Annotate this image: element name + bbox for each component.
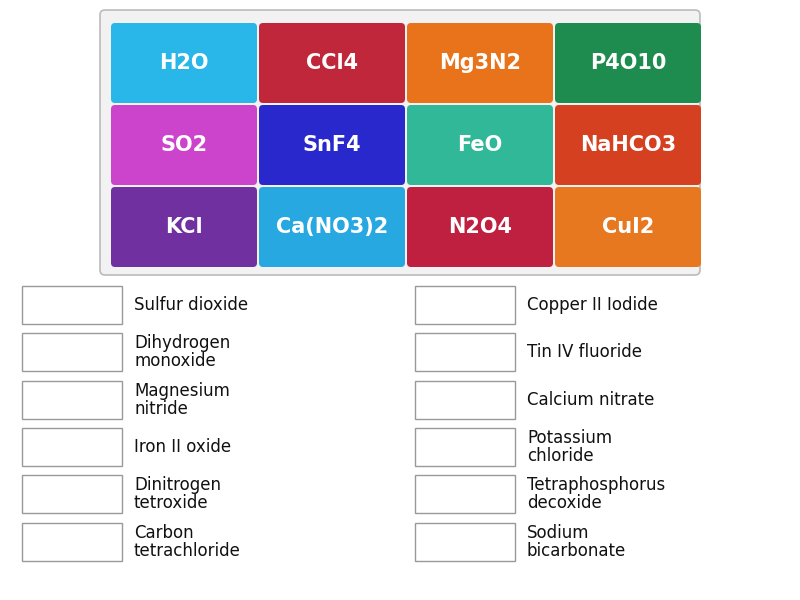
FancyBboxPatch shape bbox=[111, 187, 257, 267]
Text: Tin IV fluoride: Tin IV fluoride bbox=[527, 343, 642, 361]
FancyBboxPatch shape bbox=[415, 333, 515, 371]
Text: Potassium: Potassium bbox=[527, 429, 612, 447]
Text: Iron II oxide: Iron II oxide bbox=[134, 438, 231, 456]
Text: SnF4: SnF4 bbox=[302, 135, 362, 155]
FancyBboxPatch shape bbox=[22, 286, 122, 324]
FancyBboxPatch shape bbox=[415, 428, 515, 466]
Text: chloride: chloride bbox=[527, 447, 594, 465]
Text: Calcium nitrate: Calcium nitrate bbox=[527, 391, 654, 409]
Text: Copper II Iodide: Copper II Iodide bbox=[527, 296, 658, 314]
FancyBboxPatch shape bbox=[415, 286, 515, 324]
FancyBboxPatch shape bbox=[259, 105, 405, 185]
Text: bicarbonate: bicarbonate bbox=[527, 542, 626, 560]
FancyBboxPatch shape bbox=[555, 23, 701, 103]
FancyBboxPatch shape bbox=[111, 23, 257, 103]
FancyBboxPatch shape bbox=[100, 10, 700, 275]
FancyBboxPatch shape bbox=[407, 23, 553, 103]
Text: Dihydrogen: Dihydrogen bbox=[134, 334, 230, 352]
Text: decoxide: decoxide bbox=[527, 494, 602, 512]
Text: tetroxide: tetroxide bbox=[134, 494, 209, 512]
FancyBboxPatch shape bbox=[415, 475, 515, 513]
FancyBboxPatch shape bbox=[555, 105, 701, 185]
Text: monoxide: monoxide bbox=[134, 352, 216, 370]
Text: P4O10: P4O10 bbox=[590, 53, 666, 73]
FancyBboxPatch shape bbox=[111, 105, 257, 185]
FancyBboxPatch shape bbox=[415, 381, 515, 419]
Text: KCl: KCl bbox=[165, 217, 203, 237]
FancyBboxPatch shape bbox=[259, 187, 405, 267]
Text: FeO: FeO bbox=[458, 135, 502, 155]
FancyBboxPatch shape bbox=[407, 187, 553, 267]
Text: Ca(NO3)2: Ca(NO3)2 bbox=[276, 217, 388, 237]
FancyBboxPatch shape bbox=[22, 523, 122, 561]
FancyBboxPatch shape bbox=[22, 381, 122, 419]
FancyBboxPatch shape bbox=[415, 523, 515, 561]
FancyBboxPatch shape bbox=[259, 23, 405, 103]
Text: Sulfur dioxide: Sulfur dioxide bbox=[134, 296, 248, 314]
FancyBboxPatch shape bbox=[22, 428, 122, 466]
Text: NaHCO3: NaHCO3 bbox=[580, 135, 676, 155]
Text: nitride: nitride bbox=[134, 400, 188, 418]
Text: N2O4: N2O4 bbox=[448, 217, 512, 237]
Text: Tetraphosphorus: Tetraphosphorus bbox=[527, 476, 666, 494]
Text: Sodium: Sodium bbox=[527, 524, 590, 542]
Text: SO2: SO2 bbox=[161, 135, 207, 155]
Text: Mg3N2: Mg3N2 bbox=[439, 53, 521, 73]
Text: H2O: H2O bbox=[159, 53, 209, 73]
Text: tetrachloride: tetrachloride bbox=[134, 542, 241, 560]
Text: Magnesium: Magnesium bbox=[134, 382, 230, 400]
Text: Dinitrogen: Dinitrogen bbox=[134, 476, 221, 494]
FancyBboxPatch shape bbox=[22, 333, 122, 371]
FancyBboxPatch shape bbox=[407, 105, 553, 185]
Text: CuI2: CuI2 bbox=[602, 217, 654, 237]
Text: Carbon: Carbon bbox=[134, 524, 194, 542]
FancyBboxPatch shape bbox=[555, 187, 701, 267]
FancyBboxPatch shape bbox=[22, 475, 122, 513]
Text: CCl4: CCl4 bbox=[306, 53, 358, 73]
